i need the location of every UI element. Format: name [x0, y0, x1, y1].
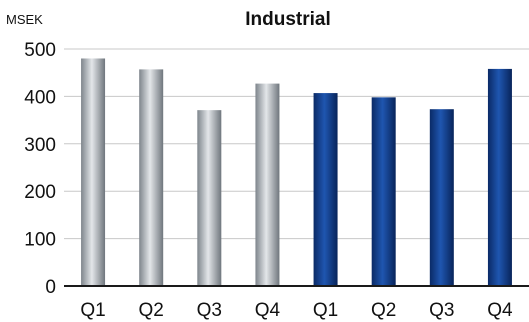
chart-title: Industrial — [245, 9, 331, 30]
x-tick-label: Q4 — [487, 300, 513, 321]
x-tick-label: Q3 — [197, 300, 222, 321]
bars — [81, 58, 512, 287]
bar-4 — [255, 83, 280, 287]
y-axis-unit-label: MSEK — [6, 12, 43, 27]
bar-8 — [487, 68, 512, 287]
bar-6 — [371, 97, 396, 287]
y-tick-label: 400 — [24, 87, 56, 108]
y-axis-ticks: 0 100 200 300 400 500 — [24, 40, 56, 298]
y-tick-label: 0 — [45, 277, 56, 298]
y-tick-label: 500 — [24, 40, 56, 61]
bar-7 — [429, 109, 454, 286]
x-tick-label: Q2 — [371, 300, 396, 321]
bar-2 — [139, 69, 164, 286]
x-tick-label: Q1 — [313, 300, 338, 321]
bar-5 — [313, 93, 338, 286]
x-axis-ticks: Q1 Q2 Q3 Q4 Q1 Q2 Q3 Q4 — [80, 300, 513, 321]
grid-lines — [64, 48, 529, 240]
y-tick-label: 300 — [24, 135, 56, 156]
bar-1 — [81, 58, 106, 287]
x-tick-label: Q3 — [429, 300, 454, 321]
bar-3 — [197, 110, 222, 287]
y-tick-label: 200 — [24, 182, 56, 203]
x-tick-label: Q4 — [255, 300, 281, 321]
x-tick-label: Q1 — [80, 300, 105, 321]
y-tick-label: 100 — [24, 230, 56, 251]
x-tick-label: Q2 — [139, 300, 164, 321]
